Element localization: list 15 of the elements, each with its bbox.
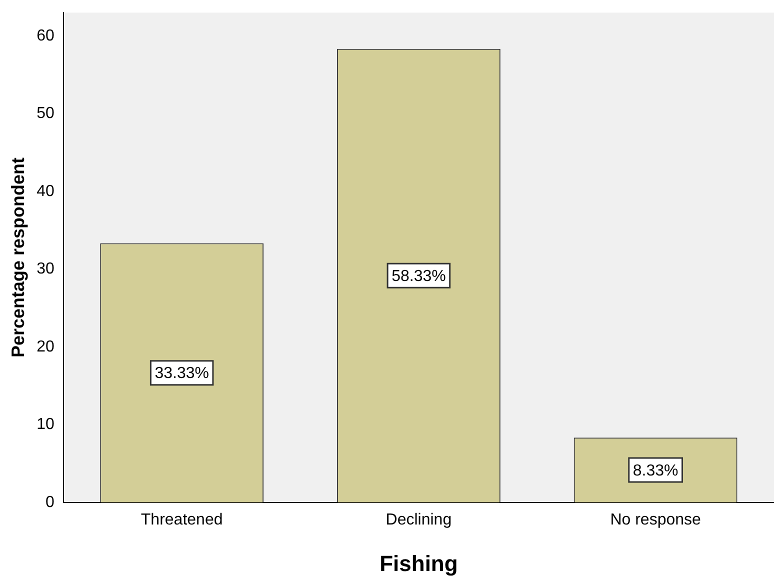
x-axis-title: Fishing: [380, 550, 458, 576]
x-tick-label: Declining: [386, 511, 452, 528]
x-tick-label: Threatened: [140, 511, 223, 528]
y-tick-label: 20: [36, 338, 54, 356]
data-label: 8.33%: [632, 462, 678, 480]
y-tick-label: 10: [36, 416, 54, 434]
y-tick-label: 30: [36, 260, 54, 278]
x-tick-label: No response: [610, 511, 702, 528]
y-tick-label: 40: [36, 182, 54, 200]
data-label: 33.33%: [154, 365, 209, 382]
y-tick-label: 0: [45, 494, 54, 511]
y-tick-label: 60: [36, 27, 54, 44]
data-label: 58.33%: [392, 268, 446, 286]
y-axis-title: Percentage respondent: [8, 157, 28, 358]
y-tick-label: 50: [36, 105, 54, 122]
